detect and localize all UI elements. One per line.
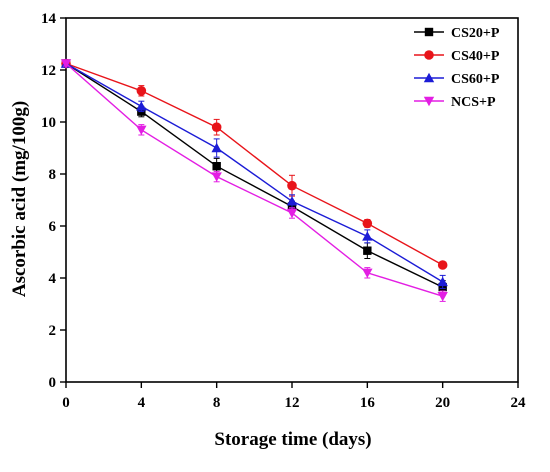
x-tick-label: 8 [213, 395, 221, 411]
data-point-cs20-p [212, 162, 221, 171]
data-point-cs40-p [362, 218, 373, 229]
y-tick-label: 2 [49, 323, 57, 339]
legend-label-cs40-p: CS40+P [451, 49, 500, 64]
x-tick-label: 12 [285, 395, 300, 411]
series-line-cs60-p [65, 62, 444, 283]
series-line-cs40-p [65, 62, 444, 266]
y-tick-label: 12 [41, 63, 56, 79]
y-tick-label: 4 [49, 271, 57, 287]
legend-label-ncs-p: NCS+P [451, 95, 496, 110]
data-point-ncs-p [362, 268, 373, 278]
data-point-ncs-p [60, 59, 72, 69]
legend-marker-cs60-p [423, 72, 435, 83]
x-tick-label: 20 [435, 395, 450, 411]
data-point-cs60-p [136, 101, 147, 111]
legend: CS20+P CS40+P CS60+P NCS+P [414, 26, 500, 110]
x-tick-label: 0 [62, 395, 70, 411]
y-tick-label: 6 [49, 219, 57, 235]
data-point-ncs-p [286, 208, 298, 219]
y-tick-label: 0 [49, 375, 57, 391]
legend-marker-cs20-p [424, 27, 434, 37]
x-tick-label: 16 [360, 395, 376, 411]
data-point-cs40-p [437, 260, 448, 270]
data-point-cs60-p [286, 196, 298, 206]
legend-marker-cs40-p [424, 50, 434, 60]
y-tick-label: 14 [41, 11, 57, 27]
x-tick-label: 24 [511, 395, 527, 411]
y-axis-title: Ascorbic acid (mg/100g) [9, 101, 30, 297]
data-point-cs60-p [211, 142, 222, 153]
legend-marker-ncs-p [423, 96, 435, 107]
data-point-cs40-p [211, 122, 222, 132]
series-line-ncs-p [65, 62, 443, 297]
data-point-cs20-p [363, 246, 372, 255]
x-axis-title: Storage time (days) [214, 429, 371, 450]
data-point-ncs-p [136, 125, 147, 135]
series-line-cs20-p [65, 62, 443, 288]
data-point-cs60-p [437, 276, 448, 287]
data-point-cs60-p [362, 231, 373, 241]
data-point-cs40-p [136, 86, 147, 96]
y-tick-label: 8 [49, 167, 57, 183]
x-tick-label: 4 [138, 395, 146, 411]
data-point-ncs-p [211, 172, 222, 182]
data-point-ncs-p [437, 292, 448, 302]
y-tick-label: 10 [41, 115, 56, 131]
data-point-cs40-p [287, 180, 297, 191]
legend-label-cs60-p: CS60+P [451, 72, 500, 87]
legend-label-cs20-p: CS20+P [451, 26, 500, 41]
